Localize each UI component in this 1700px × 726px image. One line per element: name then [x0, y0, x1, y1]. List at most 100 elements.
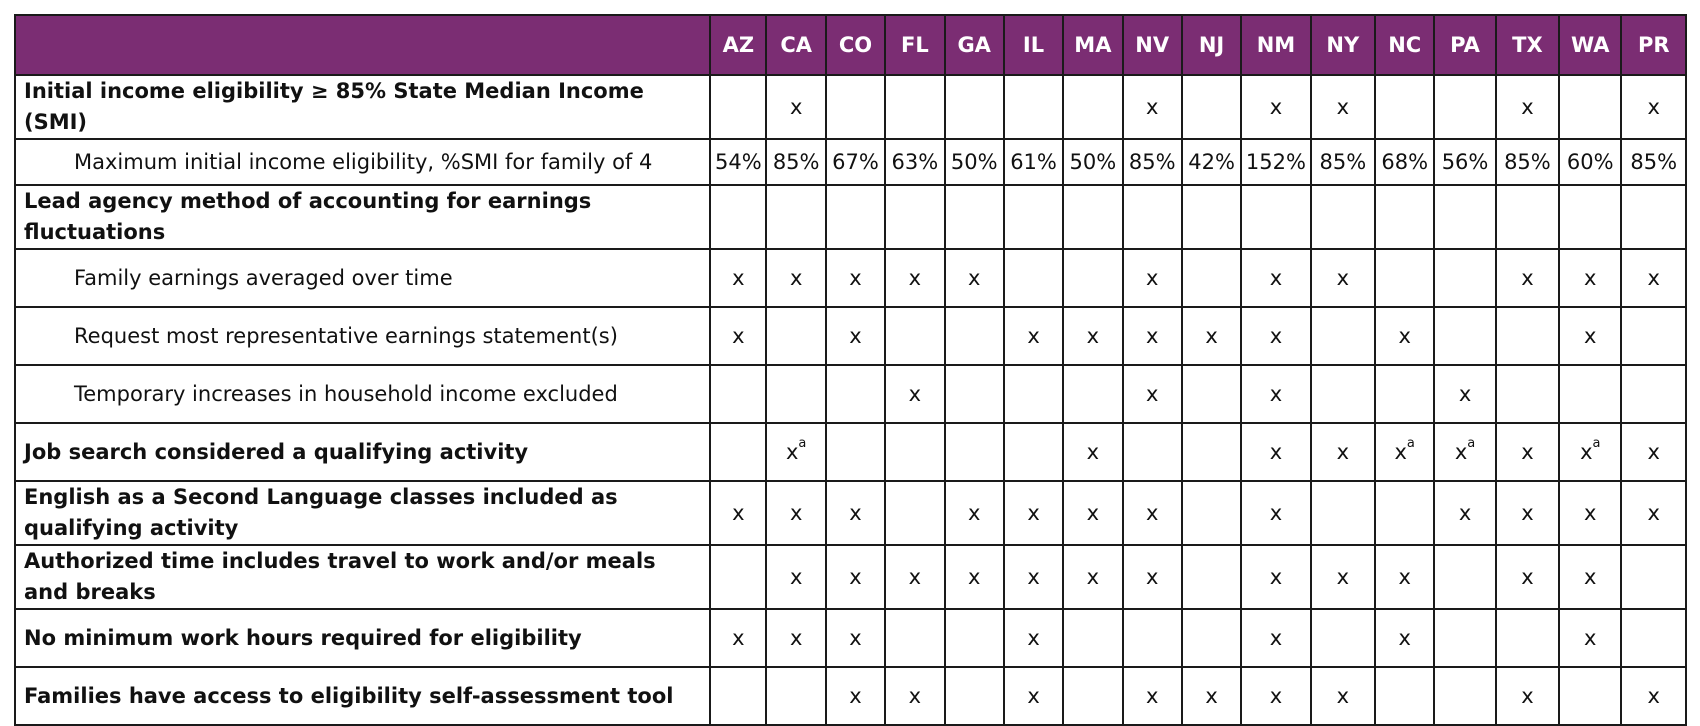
cell-az: x — [709, 608, 768, 668]
column-header-ga: GA — [943, 14, 1005, 76]
cell-il — [1002, 422, 1065, 482]
cell-nj: x — [1180, 666, 1243, 726]
cell-nj — [1180, 184, 1243, 250]
cell-nv: x — [1121, 248, 1183, 308]
cell-fl: x — [884, 364, 946, 424]
cell-il — [1002, 184, 1065, 250]
cell-fl — [884, 74, 946, 140]
cell-az: 54% — [709, 138, 768, 186]
footnote-marker: a — [1406, 436, 1415, 451]
table-row: No minimum work hours required for eligi… — [13, 608, 1687, 668]
column-header-ca: CA — [765, 14, 827, 76]
cell-pr: x — [1620, 422, 1687, 482]
cell-il: 61% — [1002, 138, 1065, 186]
header-corner — [13, 14, 712, 76]
cell-ma: x — [1062, 422, 1124, 482]
cell-nc: x — [1374, 306, 1436, 366]
cell-nc: x — [1374, 544, 1436, 610]
cell-nj: 42% — [1180, 138, 1243, 186]
cell-il: x — [1002, 608, 1065, 668]
column-header-fl: FL — [884, 14, 946, 76]
column-header-nc: NC — [1374, 14, 1436, 76]
cell-ca: x — [765, 480, 827, 546]
cell-nv: x — [1121, 306, 1183, 366]
cell-nv: x — [1121, 480, 1183, 546]
cell-ga: x — [943, 248, 1005, 308]
cell-az: x — [709, 480, 768, 546]
table-row: Initial income eligibility ≥ 85% State M… — [13, 74, 1687, 140]
cell-mark: x — [785, 440, 799, 464]
cell-wa: 60% — [1558, 138, 1623, 186]
cell-wa — [1558, 74, 1623, 140]
cell-ma: x — [1062, 480, 1124, 546]
table-row: Authorized time includes travel to work … — [13, 544, 1687, 610]
cell-nv — [1121, 184, 1183, 250]
column-header-ma: MA — [1062, 14, 1124, 76]
cell-co: x — [824, 306, 887, 366]
cell-pa — [1433, 544, 1497, 610]
cell-ga — [943, 608, 1005, 668]
column-header-il: IL — [1002, 14, 1065, 76]
column-header-co: CO — [824, 14, 887, 76]
cell-nc: xa — [1374, 422, 1436, 482]
cell-ga: 50% — [943, 138, 1005, 186]
cell-fl — [884, 422, 946, 482]
column-header-nv: NV — [1121, 14, 1183, 76]
cell-nv: x — [1121, 74, 1183, 140]
row-label: Maximum initial income eligibility, %SMI… — [13, 138, 712, 186]
cell-co: x — [824, 480, 887, 546]
cell-ny — [1309, 306, 1377, 366]
cell-ma — [1062, 74, 1124, 140]
cell-ca: 85% — [765, 138, 827, 186]
cell-nm: x — [1240, 608, 1312, 668]
row-label: Initial income eligibility ≥ 85% State M… — [13, 74, 712, 140]
cell-ny — [1309, 364, 1377, 424]
cell-ma: x — [1062, 544, 1124, 610]
cell-nj — [1180, 608, 1243, 668]
cell-co — [824, 74, 887, 140]
cell-pa — [1433, 306, 1497, 366]
footnote-marker: a — [1592, 436, 1601, 451]
cell-ga: x — [943, 480, 1005, 546]
cell-wa: x — [1558, 608, 1623, 668]
cell-az — [709, 184, 768, 250]
cell-ca: x — [765, 248, 827, 308]
cell-tx: x — [1494, 666, 1561, 726]
cell-il: x — [1002, 544, 1065, 610]
cell-wa: x — [1558, 480, 1623, 546]
column-header-pa: PA — [1433, 14, 1497, 76]
cell-wa — [1558, 666, 1623, 726]
cell-co: x — [824, 608, 887, 668]
cell-il — [1002, 248, 1065, 308]
cell-pr — [1620, 544, 1687, 610]
cell-ma — [1062, 666, 1124, 726]
row-label: Family earnings averaged over time — [13, 248, 712, 308]
cell-nj — [1180, 422, 1243, 482]
cell-il: x — [1002, 480, 1065, 546]
cell-nv — [1121, 422, 1183, 482]
cell-wa — [1558, 184, 1623, 250]
eligibility-table: AZ CA CO FL GA IL MA NV NJ NM NY NC PA TX WA PR Initial… — [13, 14, 1687, 726]
cell-nj — [1180, 74, 1243, 140]
cell-az — [709, 666, 768, 726]
cell-nj — [1180, 544, 1243, 610]
cell-tx: x — [1494, 74, 1561, 140]
cell-ma: x — [1062, 306, 1124, 366]
cell-ga — [943, 306, 1005, 366]
row-label: Authorized time includes travel to work … — [13, 544, 712, 610]
cell-mark: x — [1454, 440, 1468, 464]
cell-tx: x — [1494, 480, 1561, 546]
column-header-nm: NM — [1240, 14, 1312, 76]
table-row: English as a Second Language classes inc… — [13, 480, 1687, 546]
cell-co: 67% — [824, 138, 887, 186]
cell-pr: x — [1620, 248, 1687, 308]
cell-pr: x — [1620, 74, 1687, 140]
table-row: Lead agency method of accounting for ear… — [13, 184, 1687, 250]
table-row: Temporary increases in household income … — [13, 364, 1687, 424]
cell-ny: 85% — [1309, 138, 1377, 186]
cell-ga — [943, 184, 1005, 250]
cell-nm: x — [1240, 666, 1312, 726]
footnote-marker: a — [798, 436, 807, 451]
footnote-marker: a — [1467, 436, 1476, 451]
cell-ca — [765, 184, 827, 250]
